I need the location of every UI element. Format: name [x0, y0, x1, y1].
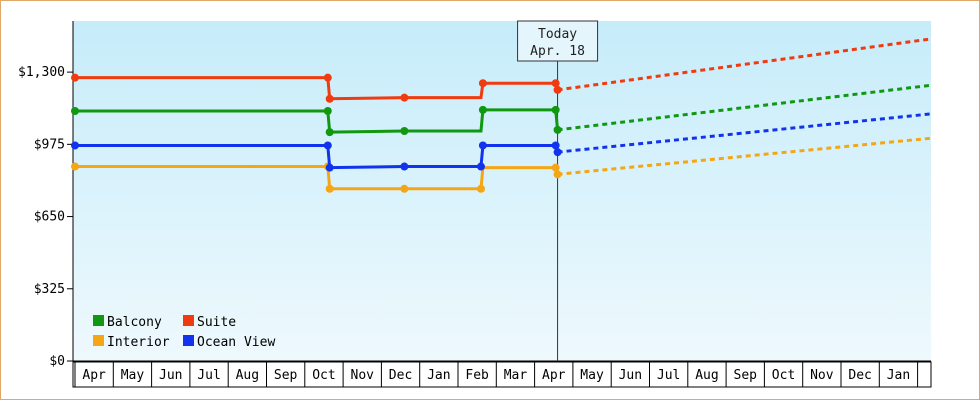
data-point: [325, 163, 334, 172]
data-point: [400, 162, 409, 171]
x-tick-label: Aug: [236, 368, 259, 383]
data-point: [323, 141, 332, 150]
data-point: [325, 184, 334, 193]
legend-label: Interior: [107, 335, 170, 350]
x-tick-label: Jun: [159, 368, 182, 383]
data-point: [325, 128, 334, 137]
y-tick-label: $975: [34, 137, 65, 152]
today-box: [517, 20, 599, 62]
x-tick-label: Aug: [695, 368, 718, 383]
x-tick-label: May: [121, 368, 145, 383]
data-point: [553, 125, 562, 134]
data-point: [71, 107, 79, 115]
x-tick-label: Sep: [274, 368, 298, 383]
data-point: [476, 162, 485, 171]
legend-swatch: [183, 315, 194, 326]
y-tick-label: $325: [34, 282, 65, 297]
x-tick-label: Jun: [619, 368, 642, 383]
x-tick-label: May: [580, 368, 604, 383]
x-tick-label: Jan: [887, 368, 910, 383]
x-tick-label: Dec: [848, 368, 871, 383]
data-point: [323, 107, 332, 115]
x-tick-label: Dec: [389, 368, 412, 383]
data-point: [478, 79, 487, 88]
data-point: [71, 162, 79, 171]
plot-area: [73, 21, 931, 361]
data-point: [553, 170, 562, 179]
x-tick-label: Apr: [82, 368, 106, 383]
data-point: [71, 73, 79, 82]
today-label: Today: [538, 27, 577, 42]
data-point: [325, 94, 334, 103]
today-date: Apr. 18: [530, 44, 585, 59]
data-point: [400, 127, 409, 135]
x-tick-label: Apr: [542, 368, 566, 383]
data-point: [323, 73, 332, 82]
data-point: [553, 148, 562, 157]
data-point: [478, 141, 487, 150]
x-tick-label: Jul: [197, 368, 220, 383]
y-tick-label: $0: [49, 354, 65, 369]
data-point: [551, 105, 560, 114]
data-point: [551, 79, 560, 88]
data-point: [551, 141, 560, 150]
y-tick-label: $1,300: [18, 65, 65, 80]
data-point: [478, 105, 487, 114]
x-tick-label: Sep: [734, 368, 758, 383]
legend-label: Balcony: [107, 315, 162, 330]
legend-label: Suite: [197, 315, 236, 330]
x-tick-label: Nov: [810, 368, 834, 383]
data-point: [400, 184, 409, 193]
x-tick-label: Nov: [351, 368, 375, 383]
data-point: [551, 163, 560, 172]
x-axis-box: [72, 361, 932, 388]
legend-label: Ocean View: [197, 335, 275, 350]
data-point: [71, 141, 79, 150]
legend-swatch: [183, 335, 194, 346]
y-tick-label: $650: [34, 210, 65, 225]
x-tick-label: Jul: [657, 368, 680, 383]
x-tick-label: Feb: [465, 368, 489, 383]
data-point: [553, 85, 562, 94]
x-tick-label: Oct: [772, 368, 795, 383]
data-point: [400, 93, 409, 102]
data-point: [476, 184, 485, 193]
legend-swatch: [93, 335, 104, 346]
x-tick-label: Jan: [427, 368, 450, 383]
legend-swatch: [93, 315, 104, 326]
x-tick-label: Mar: [504, 368, 528, 383]
x-tick-label: Oct: [312, 368, 335, 383]
